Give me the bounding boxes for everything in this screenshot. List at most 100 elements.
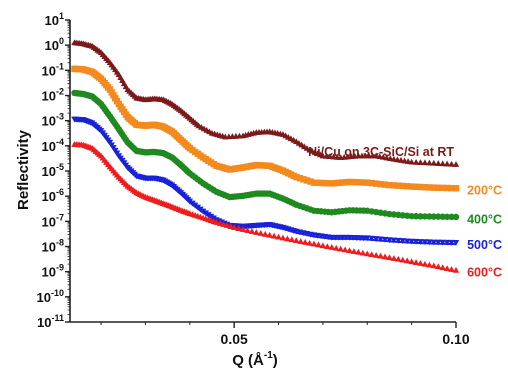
data-point (403, 183, 411, 190)
data-point (452, 240, 460, 246)
x-axis-title: Q (Å-1) (232, 350, 278, 369)
series-label: Ni/Cu on 3C-SiC/Si at RT (308, 145, 454, 159)
data-point (360, 179, 367, 186)
data-point (412, 238, 420, 245)
data-point (399, 238, 406, 244)
y-tick-label: 100 (45, 36, 64, 53)
data-point (417, 239, 424, 245)
data-point (390, 237, 398, 244)
y-axis-title: Reflectivity (15, 129, 32, 210)
y-tick-label: 10-1 (42, 61, 64, 78)
data-point (395, 182, 402, 189)
fit-line (74, 93, 457, 220)
data-point (430, 184, 438, 191)
series-label: 200°C (467, 184, 502, 198)
data-point (372, 236, 380, 242)
series-label: 400°C (467, 212, 502, 226)
y-tick-label: 10-4 (42, 137, 64, 154)
data-point (293, 173, 300, 181)
fit-line (74, 43, 457, 167)
data-point (314, 179, 321, 187)
data-point (439, 239, 446, 246)
series-3 (71, 116, 460, 246)
x-axis-title-sup: -1 (264, 350, 273, 361)
data-point (342, 179, 350, 186)
data-point (300, 176, 307, 183)
fit-line (74, 144, 457, 273)
series-1 (71, 65, 460, 192)
data-point (321, 179, 328, 187)
data-point (381, 236, 389, 243)
data-point (426, 184, 433, 191)
data-point (377, 236, 384, 243)
data-point (353, 179, 360, 186)
data-point (435, 184, 442, 191)
y-tick-label: 10-10 (37, 288, 64, 305)
data-point (426, 239, 433, 246)
fit-line (74, 69, 457, 191)
data-point (399, 182, 406, 190)
data-point (443, 184, 451, 192)
data-point (372, 180, 380, 187)
x-tick-label: 0.10 (442, 331, 469, 347)
series-label: 500°C (467, 238, 502, 252)
data-point (417, 183, 424, 191)
data-point (368, 235, 375, 242)
data-point (368, 179, 375, 187)
data-point (332, 179, 339, 187)
x-tick-label: 0.05 (221, 331, 248, 347)
data-point (325, 180, 332, 187)
data-point (307, 178, 314, 185)
data-point (448, 184, 455, 192)
data-point (408, 238, 415, 245)
data-point (421, 184, 429, 191)
data-point (339, 179, 346, 186)
series-labels: Ni/Cu on 3C-SiC/Si at RT 200°C 400°C 500°C 6… (308, 145, 502, 280)
data-point (381, 181, 389, 188)
axes (69, 20, 456, 323)
data-point (421, 239, 429, 246)
series-0 (71, 39, 460, 167)
series-label: 600°C (467, 266, 502, 280)
data-point (452, 185, 460, 192)
series-4 (71, 141, 460, 273)
data-point (346, 178, 353, 186)
data-point (335, 179, 343, 187)
data-point (390, 182, 398, 189)
data-point (412, 183, 420, 190)
data-point (356, 179, 364, 186)
data-point (439, 184, 446, 192)
y-tick-label: 10-8 (42, 238, 64, 255)
y-tick-label: 10-6 (42, 187, 64, 204)
y-tick-label: 10-5 (42, 162, 64, 179)
data-point (349, 178, 357, 186)
x-axis-title-main: Q (Å (232, 352, 264, 369)
data-point (364, 235, 371, 242)
y-tick-label: 101 (45, 11, 64, 28)
data-point (303, 177, 311, 184)
y-tick-label: 10-3 (42, 112, 64, 129)
data-point (408, 183, 415, 190)
data-point (377, 180, 384, 188)
y-tick-label: 10-11 (37, 313, 64, 330)
data-point (386, 181, 393, 189)
data-point (435, 239, 442, 246)
fit-line (74, 119, 457, 246)
series-layer (71, 39, 460, 273)
data-point (310, 179, 318, 186)
data-point (430, 239, 438, 246)
data-point (403, 238, 411, 245)
series-2 (71, 89, 460, 221)
data-point (296, 174, 304, 182)
data-point (364, 179, 371, 186)
y-tick-label: 10-9 (42, 263, 64, 280)
ticks: 101 100 10-1 10-2 10-3 10-4 10-5 10-6 10-7 10-8 10… (37, 11, 470, 347)
data-point (386, 237, 393, 244)
y-tick-label: 10-2 (42, 87, 64, 104)
data-point (317, 179, 325, 187)
data-point (448, 239, 455, 246)
y-tick-label: 10-7 (42, 212, 64, 229)
x-axis-title-close: ) (273, 352, 278, 369)
data-point (328, 180, 335, 187)
